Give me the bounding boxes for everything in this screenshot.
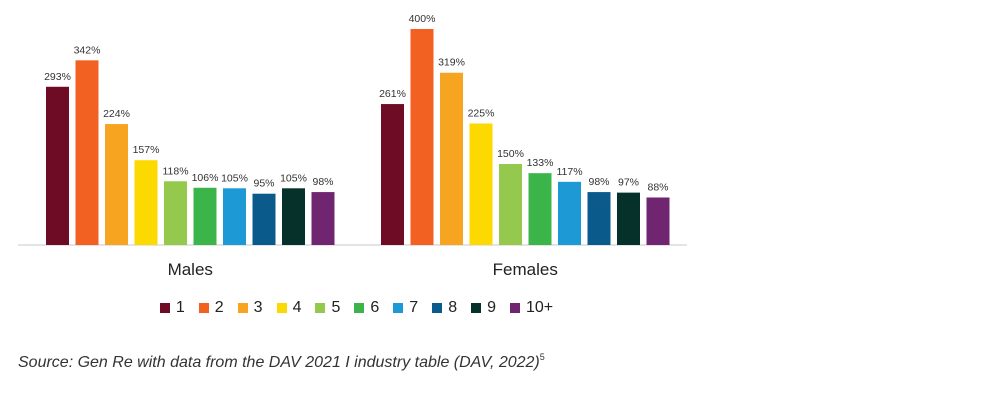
source-note: Source: Gen Re with data from the DAV 20… (18, 352, 545, 372)
bar-females-2 (410, 29, 434, 245)
bar-males-8 (252, 193, 276, 245)
data-label-males-6: 106% (192, 172, 219, 184)
legend-swatch (276, 303, 287, 313)
data-label-males-1: 293% (44, 71, 71, 83)
legend-label: 9 (487, 299, 496, 316)
bar-males-4 (134, 160, 158, 245)
legend-label: 6 (370, 299, 380, 316)
data-label-females-5: 150% (497, 148, 524, 160)
legend-swatch (354, 303, 365, 313)
data-label-females-1: 261% (379, 88, 406, 100)
data-label-males-3: 224% (103, 108, 130, 120)
data-label-males-8: 95% (253, 178, 274, 190)
bar-males-3 (105, 124, 128, 245)
legend-item-4: 4 (276, 299, 302, 317)
bar-females-8 (587, 192, 611, 245)
data-label-males-2: 342% (74, 44, 101, 56)
bar-females-6 (528, 173, 552, 245)
bar-males-7 (223, 188, 246, 245)
data-label-males-10plus: 98% (312, 176, 333, 188)
source-footnote: 5 (539, 352, 545, 362)
legend-label: 2 (214, 299, 224, 316)
bar-females-9 (617, 192, 640, 245)
legend-label: 1 (175, 299, 185, 316)
bar-females-3 (440, 72, 463, 246)
bar-males-2 (75, 60, 99, 245)
legend-swatch (315, 303, 326, 313)
data-label-males-9: 105% (280, 172, 307, 184)
bar-females-5 (499, 164, 522, 245)
legend-label: 7 (409, 299, 419, 316)
data-label-males-4: 157% (133, 144, 160, 156)
bar-males-9 (282, 188, 305, 245)
legend-item-10plus: 10+ (510, 299, 553, 317)
data-label-males-7: 105% (221, 172, 248, 184)
legend-swatch (393, 303, 404, 313)
legend-item-1: 1 (159, 299, 185, 317)
bar-males-5 (164, 181, 187, 245)
legend-item-3: 3 (237, 299, 263, 317)
legend-swatch (237, 303, 248, 313)
data-label-females-3: 319% (438, 57, 465, 69)
bar-females-4 (469, 123, 493, 245)
bar-males-10plus (311, 192, 335, 245)
legend-item-6: 6 (354, 299, 379, 317)
data-label-females-4: 225% (468, 108, 495, 120)
data-label-females-9: 97% (618, 177, 639, 189)
category-label-males: Males (168, 260, 213, 279)
legend-item-8: 8 (432, 299, 457, 317)
legend-label: 3 (253, 299, 263, 316)
legend-item-5: 5 (315, 299, 340, 317)
legend-swatch (432, 303, 443, 313)
legend-label: 8 (448, 299, 458, 316)
chart-legend: 1 2 3 4 5 6 7 8 9 10+ (0, 299, 713, 317)
legend-swatch (198, 303, 209, 313)
legend-item-2: 2 (198, 299, 224, 317)
legend-swatch (159, 303, 170, 313)
legend-item-9: 9 (471, 299, 496, 317)
data-label-females-2: 400% (409, 13, 436, 25)
legend-label: 4 (292, 299, 302, 316)
bar-females-1 (381, 104, 404, 245)
bar-chart: 293%342%224%157%118%106% 105% 95% 105% 98%Ma… (18, 13, 687, 279)
bar-females-10plus (646, 197, 670, 245)
legend-swatch (510, 303, 520, 313)
bar-males-1 (46, 86, 69, 245)
legend-label: 10+ (526, 299, 554, 316)
data-label-females-10plus: 88% (647, 181, 668, 193)
bar-females-7 (558, 181, 581, 245)
bar-males-6 (193, 187, 217, 245)
legend-item-7: 7 (393, 299, 418, 317)
legend-label: 5 (331, 299, 341, 316)
category-label-females: Females (493, 260, 558, 279)
legend-swatch (471, 303, 482, 313)
data-label-males-5: 118% (162, 165, 188, 177)
data-label-females-7: 117% (556, 166, 582, 178)
data-label-females-6: 133% (527, 157, 554, 169)
data-label-females-8: 98% (588, 176, 609, 188)
source-text: Source: Gen Re with data from the DAV 20… (18, 354, 540, 371)
